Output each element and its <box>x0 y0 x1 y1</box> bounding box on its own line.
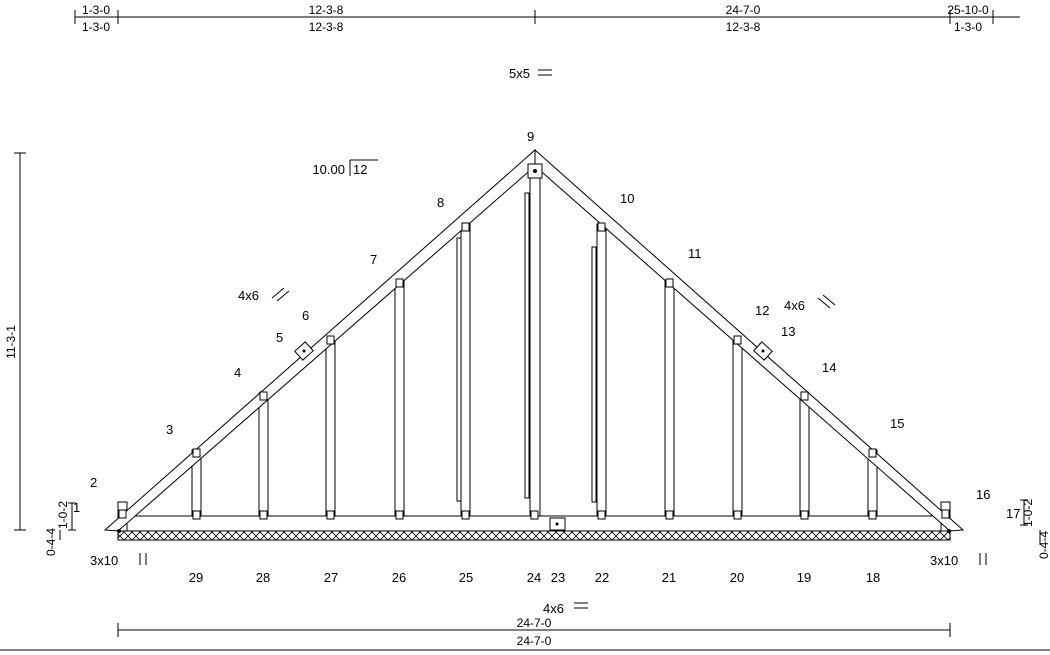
plate-equals-icon <box>538 69 552 76</box>
joint-number: 10 <box>620 191 634 206</box>
web-member <box>258 392 269 517</box>
plate-vertical-icon <box>979 553 987 565</box>
lateral-brace <box>456 237 462 502</box>
joint-number: 7 <box>370 252 377 267</box>
pitch-rise: 10.00 <box>312 162 345 177</box>
joint-number: 20 <box>730 570 744 585</box>
right-heel-lower: 0-4-4 <box>1037 531 1050 559</box>
height-dimension-line <box>14 152 26 531</box>
joint-number: 3 <box>166 422 173 437</box>
bottom-center-plate: 4x6 <box>543 601 564 616</box>
top-cumulative-dim: 24-7-0 <box>726 3 761 17</box>
top-cumulative-dim: 25-10-0 <box>947 3 989 17</box>
joint-number: 6 <box>302 308 309 323</box>
joint-number: 29 <box>189 570 203 585</box>
left-heel-lower: 0-4-4 <box>44 528 58 556</box>
top-segment-dim: 12-3-8 <box>726 20 761 34</box>
joint-number: 1 <box>73 500 80 515</box>
web-member <box>732 336 743 517</box>
top-segment-dim: 1-3-0 <box>954 20 982 34</box>
joint-number: 26 <box>392 570 406 585</box>
web-member <box>596 223 607 517</box>
web-member <box>394 279 405 517</box>
top-segment-dim: 1-3-0 <box>82 20 110 34</box>
connector-plates <box>117 163 951 533</box>
height-dimension-label: 11-3-1 <box>4 325 18 359</box>
joint-number: 22 <box>595 570 609 585</box>
joint-number: 18 <box>866 570 880 585</box>
pitch-run: 12 <box>353 162 367 177</box>
joint-number: 27 <box>324 570 338 585</box>
plate-vertical-icon <box>139 553 147 565</box>
joint-number: 25 <box>459 570 473 585</box>
left-heel-dimension <box>59 502 76 540</box>
joint-number: 24 <box>527 570 541 585</box>
joint-number: 23 <box>551 570 565 585</box>
joint-number: 15 <box>890 416 904 431</box>
joint-number: 9 <box>527 129 534 144</box>
joint-number: 12 <box>755 303 769 318</box>
peak-plate-label: 5x5 <box>509 66 530 81</box>
left-heel-plate: 3x10 <box>90 553 118 568</box>
joint-number: 8 <box>437 195 444 210</box>
joint-number: 13 <box>781 324 795 339</box>
lateral-brace <box>524 192 530 499</box>
joint-number: 5 <box>276 330 283 345</box>
joint-number: 21 <box>662 570 676 585</box>
right-heel-dimension <box>1020 499 1041 545</box>
web-member <box>664 279 675 517</box>
web-member <box>799 392 810 517</box>
left-web-plate: 4x6 <box>238 288 259 303</box>
web-member <box>529 167 541 517</box>
lateral-brace <box>591 246 597 503</box>
plate-parallel-icon <box>817 294 836 309</box>
bottom-overall-dim: 24-7-0 <box>517 634 552 648</box>
web-member <box>460 223 471 517</box>
top-segment-dim: 12-3-8 <box>309 20 344 34</box>
right-heel-plate: 3x10 <box>930 553 958 568</box>
joint-number: 17 <box>1006 506 1020 521</box>
web-member <box>325 336 336 517</box>
bottom-chord-bearing <box>117 530 951 541</box>
right-heel-upper: 1-0-2 <box>1021 499 1035 527</box>
bottom-dimension-line <box>0 623 1050 651</box>
top-cumulative-dim: 1-3-0 <box>82 3 110 17</box>
bottom-overall-dim: 24-7-0 <box>517 616 552 630</box>
top-dimension-lines <box>74 10 1020 24</box>
joint-number: 2 <box>90 475 97 490</box>
joint-number: 4 <box>234 365 241 380</box>
left-heel-upper: 1-0-2 <box>56 501 70 529</box>
pitch-symbol <box>349 159 378 176</box>
right-web-plate: 4x6 <box>784 298 805 313</box>
joint-number: 16 <box>976 487 990 502</box>
plate-equals-icon <box>574 602 588 609</box>
joint-number: 28 <box>256 570 270 585</box>
vertical-webs <box>191 167 878 517</box>
plate-parallel-icon <box>271 287 290 302</box>
joint-number: 11 <box>688 246 702 261</box>
joint-number: 19 <box>797 570 811 585</box>
joint-number: 14 <box>822 360 836 375</box>
top-cumulative-dim: 12-3-8 <box>309 3 344 17</box>
